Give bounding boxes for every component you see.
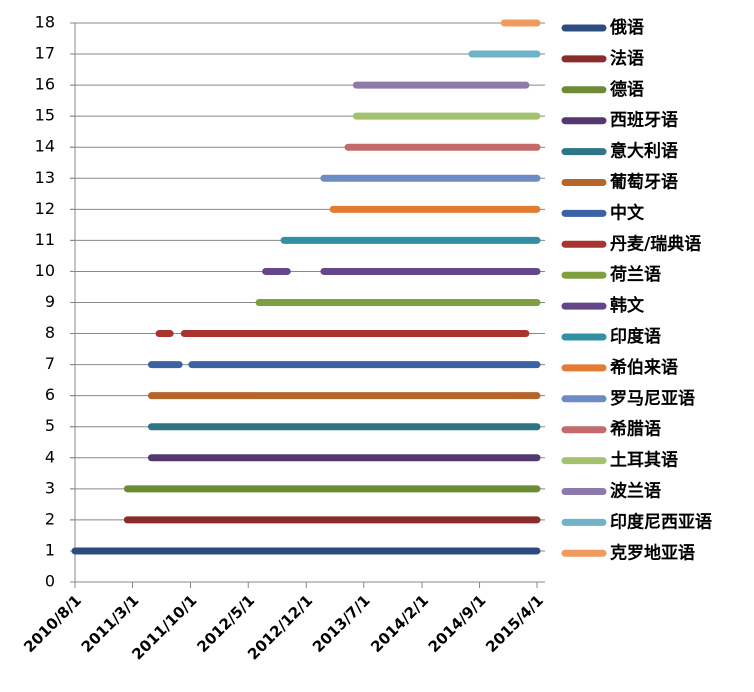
y-tick-label: 7 bbox=[45, 354, 55, 373]
x-tick-label: 2010/8/1 bbox=[20, 591, 85, 656]
legend-label: 丹麦/瑞典语 bbox=[610, 233, 701, 254]
y-tick-label: 5 bbox=[45, 416, 55, 435]
y-tick-label: 10 bbox=[35, 261, 55, 280]
y-tick-label: 8 bbox=[45, 323, 55, 342]
legend-label: 印度语 bbox=[610, 326, 661, 347]
legend-label: 希腊语 bbox=[610, 419, 661, 440]
y-tick-label: 14 bbox=[35, 137, 55, 156]
y-tick-label: 6 bbox=[45, 385, 55, 404]
y-tick-label: 0 bbox=[45, 572, 55, 591]
y-tick-label: 9 bbox=[45, 292, 55, 311]
x-tick-label: 2015/4/1 bbox=[482, 591, 547, 656]
legend-label: 法语 bbox=[610, 48, 644, 69]
y-tick-label: 16 bbox=[35, 75, 55, 94]
legend-label: 葡萄牙语 bbox=[609, 172, 678, 193]
legend-label: 印度尼西亚语 bbox=[610, 511, 712, 532]
x-tick-label: 2014/9/1 bbox=[425, 591, 490, 656]
legend-label: 韩文 bbox=[610, 295, 645, 316]
y-tick-label: 2 bbox=[45, 509, 55, 528]
y-tick-label: 17 bbox=[35, 44, 55, 63]
x-tick-label: 2013/7/1 bbox=[309, 591, 374, 656]
y-tick-label: 15 bbox=[35, 106, 55, 125]
legend-label: 意大利语 bbox=[610, 141, 678, 162]
legend-label: 希伯来语 bbox=[610, 357, 678, 378]
y-tick-label: 12 bbox=[35, 199, 55, 218]
legend-label: 土耳其语 bbox=[610, 450, 678, 471]
y-tick-label: 4 bbox=[45, 447, 55, 466]
y-tick-label: 13 bbox=[35, 168, 55, 187]
legend-label: 俄语 bbox=[609, 17, 644, 38]
y-tick-label: 1 bbox=[45, 540, 55, 559]
legend-label: 罗马尼亚语 bbox=[610, 389, 695, 409]
legend-label: 荷兰语 bbox=[610, 264, 661, 285]
y-tick-label: 3 bbox=[45, 478, 55, 497]
y-tick-label: 18 bbox=[35, 13, 55, 32]
legend-label: 克罗地亚语 bbox=[610, 542, 695, 563]
x-tick-label: 2014/2/1 bbox=[367, 591, 432, 656]
legend-label: 西班牙语 bbox=[610, 111, 678, 131]
legend-label: 中文 bbox=[610, 202, 645, 223]
y-tick-label: 11 bbox=[35, 230, 55, 249]
legend-label: 波兰语 bbox=[610, 481, 661, 502]
legend-label: 德语 bbox=[610, 79, 644, 100]
